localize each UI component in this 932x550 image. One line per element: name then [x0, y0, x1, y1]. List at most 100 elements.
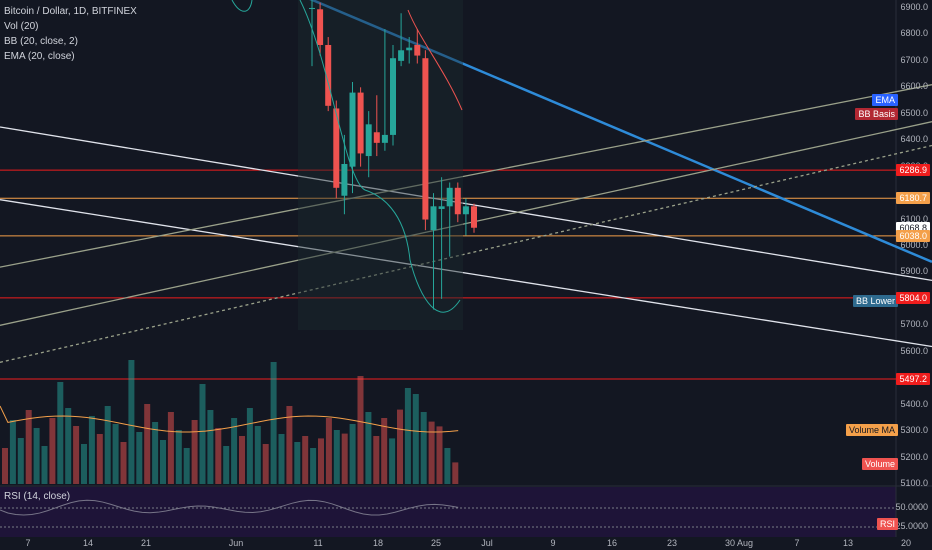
- price-tick: 6900.0: [900, 1, 928, 12]
- volume-bar: [120, 442, 127, 484]
- volume-bar: [428, 421, 435, 484]
- candle-body: [341, 164, 348, 196]
- time-tick: 7: [25, 538, 31, 548]
- volume-bar: [246, 408, 253, 484]
- price-tick: 5200.0: [900, 451, 928, 462]
- volume-bar: [88, 416, 95, 484]
- volume-bar: [404, 388, 411, 484]
- volume-bar: [278, 434, 285, 484]
- volume-bar: [160, 440, 166, 484]
- time-tick: Aug: [736, 538, 754, 548]
- bb-basis-line: [407, 9, 463, 111]
- price-badge: EMA: [872, 94, 898, 106]
- volume-bar: [231, 418, 238, 484]
- candle-body: [462, 206, 469, 215]
- price-tick: 5900.0: [900, 266, 928, 277]
- volume-bar: [152, 422, 159, 484]
- bollinger-band-fill: [298, 0, 463, 330]
- time-tick: 30: [724, 538, 736, 548]
- time-tick: 20: [900, 538, 912, 548]
- price-tick: 6800.0: [900, 28, 928, 39]
- volume-bar: [144, 404, 151, 484]
- candle-body: [325, 44, 332, 106]
- volume-bar: [207, 410, 214, 484]
- symbol-title: Bitcoin / Dollar, 1D, BITFINEX: [4, 6, 137, 17]
- volume-bar: [112, 424, 119, 484]
- volume-bar: [294, 442, 301, 484]
- trend-line: [0, 199, 932, 348]
- time-tick: 13: [842, 538, 854, 548]
- rsi-tick: 50.0000: [895, 502, 928, 512]
- volume-bar: [191, 420, 198, 484]
- price-badge: 5804.0: [896, 291, 930, 304]
- volume-bar: [397, 409, 403, 484]
- candle-body: [390, 58, 396, 135]
- volume-bar: [286, 406, 293, 484]
- price-tick: 5100.0: [900, 478, 928, 488]
- time-tick: 11: [313, 538, 323, 548]
- trend-line: [309, 0, 932, 264]
- candle-body: [406, 47, 413, 51]
- price-tick: 6500.0: [900, 107, 928, 118]
- time-tick: 7: [794, 538, 800, 548]
- volume-indicator-label: Vol (20): [4, 21, 39, 32]
- volume-bar: [349, 424, 356, 484]
- candle-body: [398, 50, 405, 61]
- candle-body: [381, 134, 388, 143]
- volume-bar: [270, 362, 277, 484]
- volume-bar: [381, 418, 388, 484]
- volume-bar: [33, 428, 40, 484]
- volume-bar: [65, 408, 72, 484]
- price-tick: 5300.0: [900, 425, 928, 436]
- time-tick: Jun: [228, 538, 244, 548]
- volume-bar: [436, 426, 443, 484]
- price-tick: 6400.0: [900, 134, 928, 145]
- volume-bar: [136, 432, 143, 484]
- price-badge: RSI: [876, 518, 898, 530]
- time-tick: 14: [82, 538, 94, 548]
- price-badge: BB Basis: [855, 108, 898, 120]
- bollinger-indicator-label: BB (20, close, 2): [4, 36, 78, 47]
- price-tick: 6600.0: [900, 81, 928, 92]
- volume-bar: [302, 436, 309, 484]
- ema-indicator-label: EMA (20, close): [4, 51, 75, 62]
- volume-bar: [104, 406, 111, 484]
- volume-ma-line: [0, 405, 459, 433]
- time-tick: 23: [666, 538, 678, 548]
- volume-bar: [412, 394, 419, 484]
- volume-bar: [254, 426, 261, 484]
- volume-bar: [41, 446, 48, 484]
- candle-body: [333, 108, 340, 188]
- volume-bar: [57, 382, 64, 484]
- volume-bar: [183, 448, 190, 484]
- volume-bar: [167, 412, 174, 484]
- volume-bar: [444, 448, 451, 484]
- volume-bar: [49, 418, 56, 484]
- volume-bar: [223, 446, 230, 484]
- volume-bar: [215, 428, 222, 484]
- volume-bar: [128, 360, 135, 484]
- price-badge: 5497.2: [896, 372, 930, 385]
- candle-body: [365, 124, 372, 157]
- volume-bar: [373, 436, 380, 484]
- candle-body: [446, 187, 453, 207]
- rsi-line: [0, 499, 459, 516]
- price-badge: 6180.7: [896, 192, 930, 205]
- trend-line: [0, 84, 932, 268]
- volume-bar: [389, 438, 396, 484]
- price-badge: 6038.0: [896, 229, 930, 242]
- price-tick: 5600.0: [900, 345, 928, 356]
- time-tick: Jul: [481, 538, 493, 548]
- volume-bar: [25, 410, 32, 484]
- candle-body: [349, 92, 356, 167]
- candle-body: [471, 206, 477, 228]
- volume-bar: [96, 434, 103, 484]
- volume-bar: [2, 448, 8, 484]
- time-tick: 21: [140, 538, 152, 548]
- volume-bar: [318, 438, 324, 484]
- volume-bar: [9, 420, 16, 484]
- volume-bar: [239, 436, 245, 484]
- rsi-pane: [0, 487, 896, 537]
- volume-bar: [333, 430, 340, 484]
